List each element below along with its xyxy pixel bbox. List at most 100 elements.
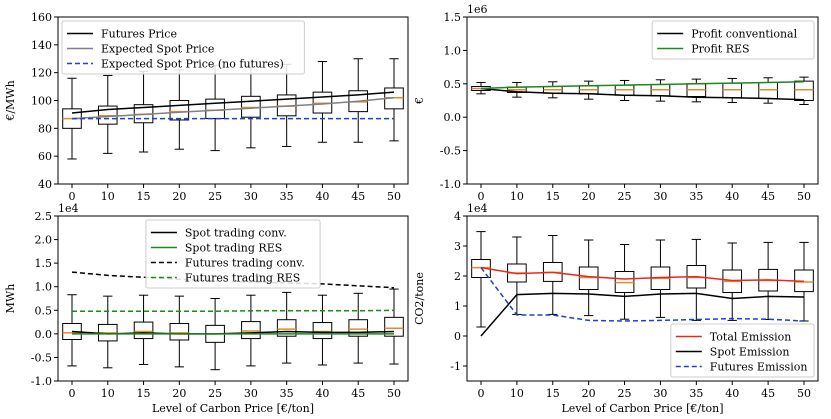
x-tick-label: 10 bbox=[510, 387, 524, 400]
x-tick-label: 50 bbox=[797, 190, 811, 203]
legend-label: Futures trading conv. bbox=[185, 257, 305, 270]
x-tick-label: 45 bbox=[761, 387, 775, 400]
y-tick-label: -0.5 bbox=[440, 145, 461, 158]
legend: Profit conventional Profit RES bbox=[651, 20, 815, 60]
y-tick-label: 0 bbox=[454, 330, 461, 343]
y-tick-label: 0.0 bbox=[444, 111, 462, 124]
y-axis-label: MWh bbox=[4, 284, 17, 314]
x-tick-label: 0 bbox=[478, 387, 485, 400]
box-plot-40 bbox=[312, 61, 333, 143]
box-plot-15 bbox=[133, 294, 154, 365]
box-plot-10 bbox=[97, 295, 118, 369]
price-chart: 40 60 80 100 120 140 160 0 10 15 20 25 30 35 40 45 50 €/M… bbox=[4, 11, 409, 203]
x-tick-label: 35 bbox=[689, 387, 703, 400]
y-tick-label: 0.5 bbox=[35, 304, 53, 317]
x-tick-label: 20 bbox=[172, 190, 186, 203]
box-iqr bbox=[794, 80, 814, 101]
x-tick-label: 0 bbox=[478, 190, 485, 203]
axis-scale-label: 1e6 bbox=[467, 3, 488, 16]
plot-frame bbox=[466, 215, 819, 382]
box-plot-40 bbox=[312, 294, 333, 366]
box-plot-45 bbox=[758, 241, 778, 320]
legend-label: Spot trading RES bbox=[185, 242, 282, 255]
box-plot-20 bbox=[578, 239, 599, 317]
y-tick-label: 60 bbox=[38, 150, 52, 163]
x-tick-label: 15 bbox=[137, 190, 151, 203]
x-tick-label: 45 bbox=[761, 190, 775, 203]
series-line-futures-price bbox=[71, 91, 395, 114]
x-tick-label: 50 bbox=[387, 387, 401, 400]
box-plot-40 bbox=[722, 77, 743, 104]
x-tick-label: 15 bbox=[546, 387, 560, 400]
y-tick-label: 100 bbox=[31, 95, 52, 108]
box-plot-10 bbox=[97, 74, 118, 154]
y-tick-label: 1.5 bbox=[35, 257, 53, 270]
x-tick-label: 10 bbox=[510, 190, 524, 203]
x-tick-label: 25 bbox=[208, 190, 222, 203]
x-tick-label: 50 bbox=[387, 190, 401, 203]
y-tick-label: 2 bbox=[454, 270, 461, 283]
x-tick-label: 15 bbox=[137, 387, 151, 400]
series-line-expected-spot-price bbox=[71, 96, 395, 120]
legend-label: Total Emission bbox=[710, 331, 792, 344]
axis-scale-label: 1e4 bbox=[58, 202, 79, 215]
series-line-profit-res bbox=[480, 81, 805, 90]
series-line-profit-conventional bbox=[480, 87, 805, 101]
box-plot-40 bbox=[722, 242, 743, 321]
x-tick-label: 35 bbox=[689, 190, 703, 203]
legend: Spot trading conv. Spot trading RES Future… bbox=[145, 219, 321, 289]
y-tick-label: 4 bbox=[454, 210, 461, 223]
y-tick-label: 80 bbox=[38, 122, 52, 135]
box-plot-45 bbox=[348, 292, 369, 364]
box-plot-30 bbox=[650, 79, 671, 102]
legend-box bbox=[145, 219, 321, 289]
box-iqr bbox=[169, 322, 190, 341]
box-plot-25 bbox=[614, 244, 635, 320]
x-tick-label: 20 bbox=[582, 190, 596, 203]
legend-label: Futures trading RES bbox=[185, 272, 300, 285]
x-tick-label: 25 bbox=[618, 190, 632, 203]
legend-box bbox=[651, 20, 815, 60]
series-line-spot-emission bbox=[480, 292, 805, 337]
box-plot-15 bbox=[542, 81, 563, 99]
y-axis-label: €/MWh bbox=[4, 80, 17, 121]
legend-label: Futures Price bbox=[101, 28, 177, 41]
y-tick-label: -1.0 bbox=[31, 375, 52, 388]
x-tick-label: 25 bbox=[208, 387, 222, 400]
x-tick-label: 50 bbox=[797, 387, 811, 400]
y-axis-label: € bbox=[413, 97, 426, 105]
y-axis-label: CO2/tone bbox=[413, 272, 426, 325]
y-tick-label: 2.0 bbox=[35, 234, 53, 247]
box-plot-15 bbox=[542, 235, 563, 315]
x-tick-label: 25 bbox=[618, 387, 632, 400]
box-plot-25 bbox=[205, 65, 225, 152]
y-tick-label: 1.5 bbox=[444, 11, 462, 24]
box-iqr bbox=[384, 316, 404, 337]
x-tick-label: 10 bbox=[101, 190, 115, 203]
box-iqr bbox=[312, 322, 333, 340]
y-tick-label: 1.0 bbox=[444, 44, 462, 57]
series-line-futures-emission bbox=[480, 267, 805, 322]
box-plot-35 bbox=[686, 238, 707, 321]
legend-label: Spot Emission bbox=[710, 346, 790, 359]
box-plot-50 bbox=[794, 76, 814, 106]
x-tick-label: 20 bbox=[172, 387, 186, 400]
x-tick-label: 30 bbox=[244, 190, 258, 203]
box-plot-50 bbox=[384, 58, 404, 142]
x-tick-label: 30 bbox=[653, 190, 667, 203]
box-plot-20 bbox=[578, 80, 599, 100]
axis-scale-label: 1e4 bbox=[467, 202, 488, 215]
legend: Futures Price Expected Spot Price Expected… bbox=[61, 20, 305, 75]
legend-label: Spot trading conv. bbox=[185, 227, 287, 240]
legend: Total Emission Spot Emission Futures Emiss… bbox=[670, 323, 815, 378]
y-tick-label: -0.5 bbox=[31, 351, 52, 364]
box-iqr bbox=[205, 98, 225, 120]
x-tick-label: 40 bbox=[315, 387, 329, 400]
legend-label: Futures Emission bbox=[710, 361, 808, 374]
y-tick-label: -1.0 bbox=[440, 178, 461, 191]
x-axis-label: Level of Carbon Price [€/ton] bbox=[562, 402, 724, 415]
legend-label: Profit RES bbox=[691, 43, 749, 56]
legend-box bbox=[61, 20, 305, 75]
